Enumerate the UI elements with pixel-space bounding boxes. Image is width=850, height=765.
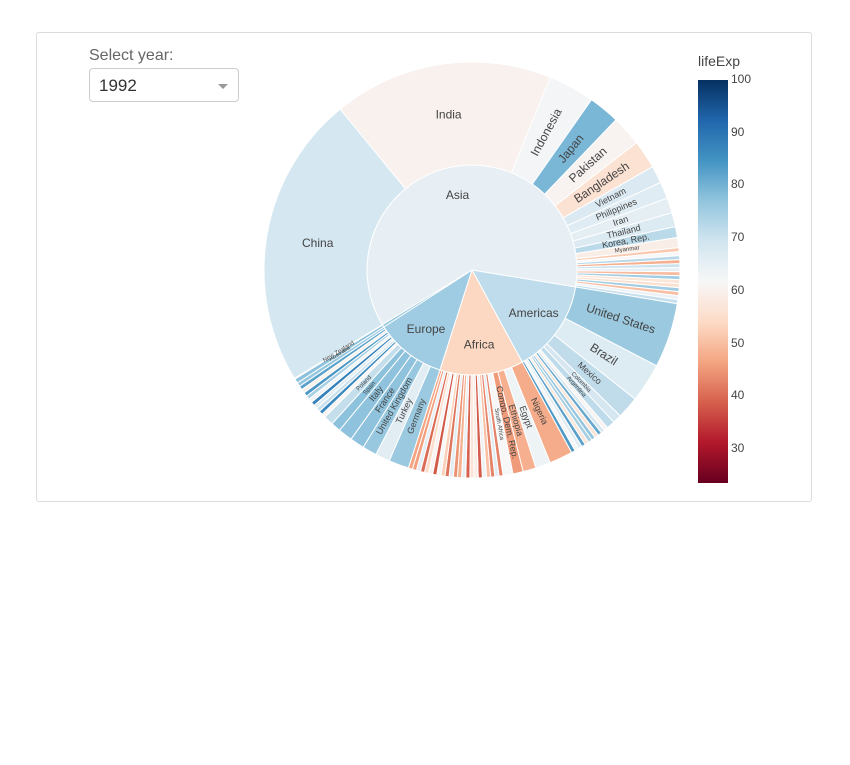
colorbar-tick: 80	[731, 177, 745, 192]
country-label: South Africa	[493, 408, 505, 442]
continent-label: Asia	[446, 188, 470, 202]
country-label: Iran	[612, 214, 630, 228]
colorbar-tick: 90	[731, 124, 745, 139]
chevron-down-icon[interactable]	[218, 84, 228, 89]
continent-label: Africa	[464, 337, 495, 351]
year-select-label: Select year:	[89, 47, 174, 64]
country-label: Myanmar	[614, 245, 640, 254]
colorbar-tick: 30	[731, 441, 745, 456]
country-slice[interactable]	[263, 108, 407, 380]
country-label: India	[436, 107, 462, 121]
country-slice[interactable]	[339, 61, 551, 190]
colorbar-tick: 50	[731, 335, 745, 350]
colorbar-tick: 40	[731, 388, 745, 403]
country-slice[interactable]	[293, 324, 384, 380]
colorbar-gradient	[698, 80, 728, 483]
chart-card: Select year: 1992 Asia China India Indonesi…	[36, 32, 812, 502]
year-dropdown[interactable]: 1992	[89, 68, 239, 102]
country-label: China	[302, 236, 334, 250]
year-dropdown-value: 1992	[99, 76, 137, 95]
colorbar-title: lifeExp	[698, 53, 741, 69]
colorbar-tick: 100	[731, 72, 752, 86]
continent-label: Americas	[509, 306, 559, 320]
continent-label: Europe	[407, 322, 446, 336]
colorbar-tick: 60	[731, 282, 745, 297]
colorbar-tick: 70	[731, 230, 745, 245]
